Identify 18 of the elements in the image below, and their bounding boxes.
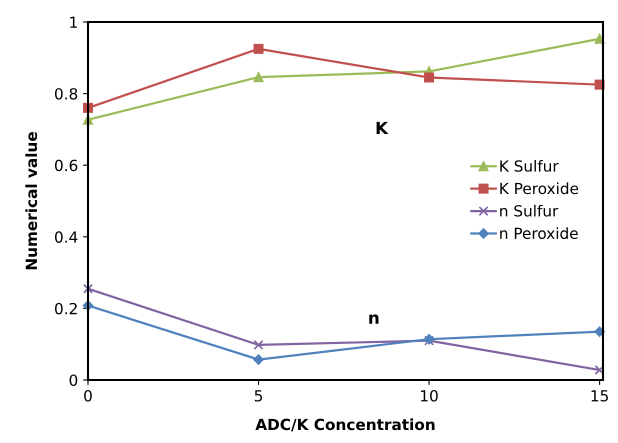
y-tick-label: 0 [70, 374, 78, 386]
legend-label: n Peroxide [500, 227, 578, 240]
y-tick-label: 0.4 [54, 231, 78, 243]
y-tick-label: 0.8 [54, 88, 78, 100]
legend-label: n Sulfur [500, 204, 558, 217]
x-axis-title: ADC/K Concentration [255, 418, 435, 432]
legend-label: K Sulfur [500, 160, 559, 172]
y-tick-label: 1 [70, 16, 77, 28]
x-tick-label: 15 [592, 390, 608, 402]
x-tick-label: 10 [421, 390, 438, 402]
x-tick-label: 5 [254, 390, 262, 402]
x-tick-label: 0 [84, 390, 92, 402]
annotation: K [376, 122, 389, 134]
legend-label: K Peroxide [500, 182, 578, 194]
annotation: n [369, 314, 378, 324]
y-tick-label: 0.2 [54, 302, 77, 314]
y-axis-title: Numerical value [25, 132, 38, 270]
y-tick-label: 0.6 [54, 160, 78, 172]
